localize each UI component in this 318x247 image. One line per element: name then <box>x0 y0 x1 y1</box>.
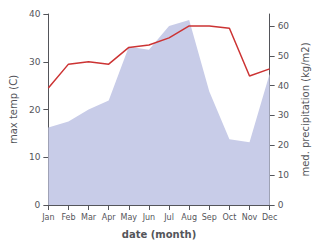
svg-text:40: 40 <box>29 9 41 19</box>
svg-text:50: 50 <box>278 51 290 61</box>
svg-text:Mar: Mar <box>81 213 97 222</box>
svg-text:20: 20 <box>278 140 290 150</box>
svg-text:10: 10 <box>29 152 41 162</box>
svg-text:Nov: Nov <box>242 213 258 222</box>
svg-text:30: 30 <box>278 110 290 120</box>
svg-text:40: 40 <box>278 81 290 91</box>
svg-text:Aug: Aug <box>181 213 197 222</box>
svg-text:30: 30 <box>29 57 41 67</box>
svg-text:max temp (C): max temp (C) <box>8 75 19 144</box>
svg-text:Feb: Feb <box>61 213 75 222</box>
svg-text:10: 10 <box>278 170 290 180</box>
svg-text:Jul: Jul <box>163 213 174 222</box>
svg-text:Jan: Jan <box>41 213 54 222</box>
svg-text:med. precipitation (kg/m2): med. precipitation (kg/m2) <box>300 42 311 176</box>
svg-text:Jun: Jun <box>142 213 156 222</box>
svg-text:20: 20 <box>29 105 41 115</box>
svg-text:Dec: Dec <box>262 213 277 222</box>
svg-text:May: May <box>121 213 138 222</box>
svg-text:Apr: Apr <box>102 213 117 222</box>
svg-text:date (month): date (month) <box>122 229 196 240</box>
svg-text:Sep: Sep <box>202 213 217 222</box>
svg-text:0: 0 <box>278 200 284 210</box>
svg-text:0: 0 <box>35 200 41 210</box>
svg-text:Oct: Oct <box>222 213 236 222</box>
svg-text:60: 60 <box>278 21 290 31</box>
